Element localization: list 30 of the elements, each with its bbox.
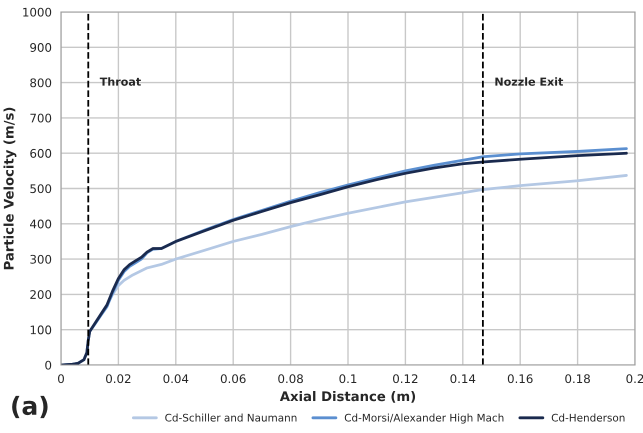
x-tick-label: 0.2: [626, 374, 643, 384]
x-tick-label: 0: [58, 374, 64, 384]
y-tick-label: 600: [30, 148, 52, 158]
legend-label: Cd-Schiller and Naumann: [165, 414, 296, 422]
y-tick-label: 400: [30, 220, 52, 228]
x-tick-label: 0.1: [339, 374, 356, 384]
y-tick-label: 300: [30, 254, 52, 264]
x-tick-label: 0.06: [220, 374, 246, 384]
x-tick-label: 0.18: [565, 374, 590, 384]
legend-label: Cd-Morsi/Alexander High Mach: [344, 414, 504, 424]
ref-line-label: Throat: [100, 77, 141, 86]
x-tick-label: 0.08: [278, 374, 303, 384]
y-tick-label: 0: [45, 360, 52, 370]
x-tick-label: 0.12: [393, 374, 418, 384]
x-tick-label: 0.02: [106, 374, 130, 384]
y-tick-label: 500: [30, 184, 52, 194]
legend-label: Cd-Henderson: [552, 414, 624, 422]
y-tick-label: 100: [30, 325, 52, 334]
x-tick-label: 0.04: [163, 374, 188, 384]
y-tick-label: 900: [30, 43, 52, 52]
ref-line-label: Nozzle Exit: [495, 77, 564, 86]
y-tick-label: 200: [30, 290, 52, 300]
x-tick-label: 0.16: [508, 374, 533, 384]
x-axis-title: Axial Distance (m): [280, 391, 416, 403]
y-tick-label: 800: [30, 78, 52, 88]
x-tick-label: 0.14: [450, 374, 476, 384]
y-tick-label: 1000: [23, 8, 52, 17]
y-axis-title: Particle Velocity (m/s): [4, 108, 16, 270]
text: (a): [12, 396, 48, 418]
y-tick-label: 700: [30, 114, 52, 123]
